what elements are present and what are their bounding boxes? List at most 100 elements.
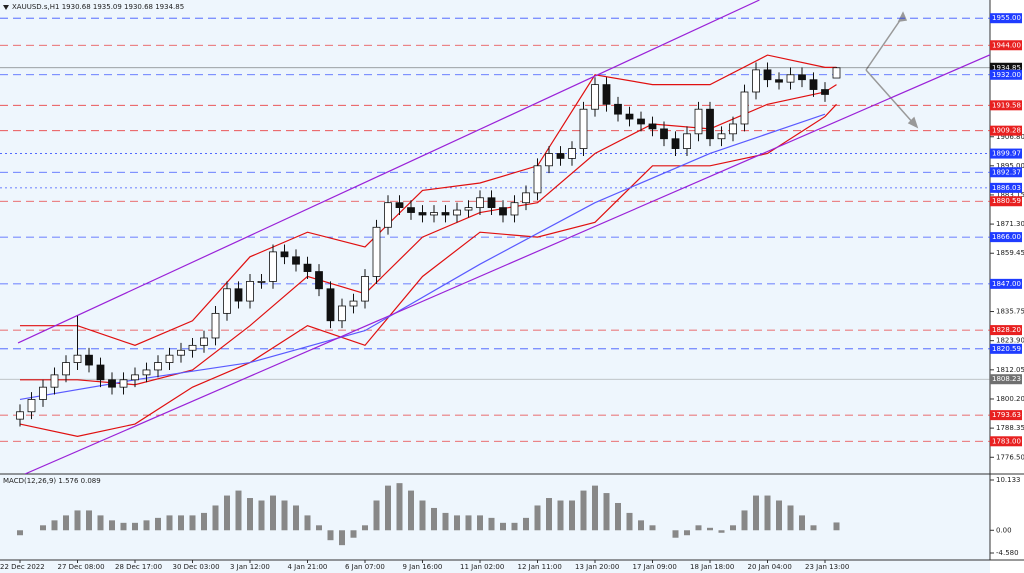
candle-body (545, 153, 553, 167)
level-label-box (990, 325, 1022, 336)
candle-body (683, 133, 691, 149)
x-tick-label: 27 Dec 08:00 (58, 563, 105, 571)
candle-body (660, 128, 668, 140)
macd-bar (730, 525, 736, 531)
candle-body (706, 108, 714, 140)
y-tick-label: 1835.75 (996, 308, 1024, 316)
macd-bar (178, 515, 184, 531)
level-label: 1808.23 (992, 375, 1021, 383)
macd-bar (580, 490, 587, 531)
candle-body (96, 364, 105, 381)
candle-body (326, 288, 335, 322)
level-label-box (990, 196, 1022, 207)
level-label: 1899.97 (992, 150, 1021, 158)
candle-body (50, 374, 59, 388)
candle-body (763, 69, 772, 81)
macd-bar (212, 505, 219, 531)
macd-bar (17, 530, 23, 536)
macd-bar (189, 515, 196, 531)
candle-body (476, 197, 484, 209)
macd-bar (258, 500, 265, 531)
macd-tick-label: 0.00 (996, 526, 1012, 534)
candle-body (165, 354, 174, 363)
x-tick-label: 11 Jan 02:00 (460, 563, 504, 571)
candle-body (292, 256, 300, 265)
level-label: 1955.00 (992, 14, 1021, 22)
level-label-box (990, 40, 1022, 51)
macd-bar (350, 530, 357, 538)
candle-body (729, 123, 737, 135)
chart-title: XAUUSD.s,H1 1930.68 1935.09 1930.68 1934… (12, 3, 184, 11)
candle-body (775, 79, 783, 83)
x-tick-label: 3 Jan 12:00 (230, 563, 270, 571)
macd-bar (741, 510, 748, 531)
macd-bar (638, 520, 644, 531)
candle-body (798, 74, 806, 81)
y-tick-label: 1883.15 (996, 191, 1024, 199)
candle-body (303, 263, 312, 272)
level-label: 1892.37 (992, 168, 1021, 176)
level-label: 1793.63 (992, 411, 1021, 419)
macd-bar (488, 517, 495, 531)
macd-bar (684, 530, 690, 536)
macd-bar (431, 507, 437, 531)
macd-bar (718, 530, 725, 533)
level-label: 1820.59 (992, 345, 1021, 353)
x-tick-label: 9 Jan 16:00 (403, 563, 443, 571)
candle-body (809, 79, 818, 90)
candle-body (671, 138, 680, 149)
y-tick-label: 1800.20 (996, 395, 1024, 403)
candle-body (269, 251, 277, 282)
x-tick-label: 13 Jan 20:00 (575, 563, 619, 571)
candle-body (832, 67, 841, 79)
macd-bar (270, 495, 276, 531)
candle-body (16, 411, 24, 420)
macd-bar (235, 490, 242, 531)
level-label-box (990, 374, 1022, 385)
x-tick-label: 12 Jan 11:00 (518, 563, 562, 571)
macd-bar (63, 515, 69, 531)
level-label: 1886.03 (992, 184, 1021, 192)
candle-body (648, 123, 657, 130)
level-label-box (990, 13, 1022, 24)
level-label: 1934.85 (992, 64, 1021, 72)
candle-body (39, 386, 47, 400)
level-label: 1783.00 (992, 437, 1021, 445)
candle-body (453, 209, 461, 216)
level-label: 1909.28 (992, 127, 1021, 135)
candle-body (142, 369, 151, 376)
symbol-icon (3, 5, 9, 10)
candle-body (694, 108, 703, 135)
y-tick-label: 1871.30 (996, 220, 1024, 228)
candle-body (246, 280, 254, 302)
macd-bar (316, 525, 322, 531)
macd-bar (442, 512, 449, 531)
y-tick-label: 1776.50 (996, 453, 1024, 461)
level-label: 1944.00 (992, 41, 1021, 49)
candle-body (568, 148, 576, 159)
level-label-box (990, 278, 1022, 289)
level-label-box (990, 100, 1022, 111)
y-tick-label: 1895.00 (996, 162, 1024, 170)
level-label-box (990, 182, 1022, 193)
y-tick-label: 1906.80 (996, 133, 1024, 141)
candle-body (614, 103, 622, 115)
macd-bar (51, 520, 58, 531)
macd-bar (511, 522, 518, 531)
macd-bar (695, 525, 702, 531)
x-tick-label: 17 Jan 09:00 (633, 563, 677, 571)
y-tick-label: 1788.35 (996, 424, 1024, 432)
level-label: 1828.20 (992, 326, 1021, 334)
macd-bar (166, 515, 173, 531)
level-label-box (990, 69, 1022, 80)
candle-body (786, 74, 795, 83)
candle-body (740, 91, 749, 125)
candle-body (280, 251, 289, 258)
candle-body (441, 212, 450, 216)
candle-body (637, 118, 645, 125)
candle-body (556, 153, 565, 159)
candle-body (188, 344, 197, 351)
x-tick-label: 4 Jan 21:00 (288, 563, 328, 571)
plot-area (0, 0, 990, 474)
